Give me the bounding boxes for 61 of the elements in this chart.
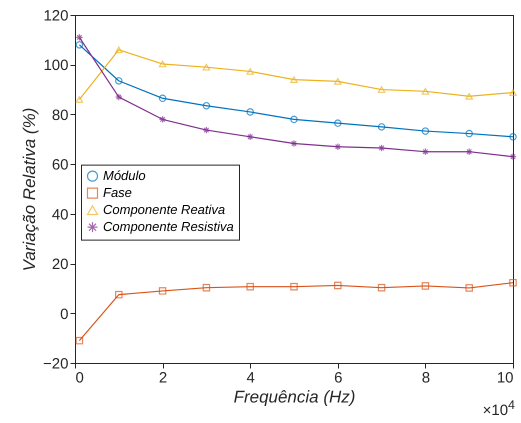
y-tick-label: 100 <box>43 57 68 74</box>
point <box>158 287 166 295</box>
x-tick-label: 0 <box>76 370 84 386</box>
y-tick-label: 60 <box>52 156 68 174</box>
legend-label: Fase <box>103 185 132 200</box>
point <box>378 86 386 93</box>
point <box>465 148 473 156</box>
y-tick-label: 80 <box>52 106 68 124</box>
point <box>246 133 254 141</box>
point <box>422 148 430 156</box>
point <box>509 278 517 286</box>
legend-label: Componente Resistiva <box>103 219 234 234</box>
point <box>465 130 473 138</box>
point <box>334 142 342 151</box>
x-tick-label: 8 <box>422 370 430 386</box>
point <box>465 92 473 100</box>
point <box>465 284 473 292</box>
point <box>158 116 166 124</box>
x-tick-label: 2 <box>158 370 168 386</box>
point <box>158 94 166 102</box>
y-tick-label: −20 <box>43 356 68 372</box>
point <box>202 284 210 292</box>
point <box>115 77 123 85</box>
y-tick-label: 20 <box>52 256 68 274</box>
x-tick-label: 4 <box>246 370 255 386</box>
point <box>76 96 84 103</box>
point <box>158 60 166 68</box>
point <box>115 46 123 54</box>
point <box>422 127 430 135</box>
point <box>290 116 298 124</box>
point <box>334 119 342 127</box>
point <box>115 290 123 298</box>
point <box>378 284 386 292</box>
legend-label: Módulo <box>103 168 146 184</box>
point <box>202 102 210 110</box>
point <box>334 78 342 85</box>
point <box>246 282 254 290</box>
point <box>422 282 430 290</box>
y-tick-label: 0 <box>60 306 68 323</box>
point <box>290 140 298 148</box>
point <box>422 88 430 95</box>
point <box>378 144 386 152</box>
y-tick-label: 40 <box>52 206 68 224</box>
legend-label: Componente Reativa <box>103 202 226 218</box>
point <box>378 123 386 131</box>
x-tick-label: 10 <box>496 370 514 386</box>
point <box>290 282 298 290</box>
point <box>334 282 342 290</box>
point <box>202 64 210 71</box>
text: ×10$^{4}$ <box>482 398 515 419</box>
y-tick-label: 120 <box>43 8 68 24</box>
point <box>509 89 517 96</box>
point <box>290 76 298 83</box>
point <box>202 126 210 134</box>
point <box>246 108 254 116</box>
point <box>76 336 84 344</box>
point <box>115 93 123 101</box>
point <box>246 68 254 75</box>
y-axis-title: Variação Relativa (%) <box>20 108 40 272</box>
x-tick-label: 6 <box>334 370 342 386</box>
x-axis-title: Frequência (Hz) <box>234 388 356 406</box>
